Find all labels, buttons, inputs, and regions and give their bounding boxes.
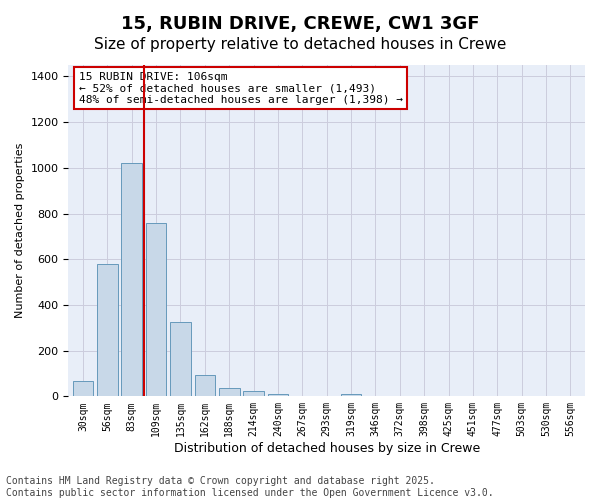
Bar — [146, 222, 166, 396]
Text: Contains HM Land Registry data © Crown copyright and database right 2025.
Contai: Contains HM Land Registry data © Crown c… — [6, 476, 494, 498]
Text: 15, RUBIN DRIVE, CREWE, CW1 3GF: 15, RUBIN DRIVE, CREWE, CW1 3GF — [121, 15, 479, 33]
Bar — [194, 374, 215, 396]
X-axis label: Distribution of detached houses by size in Crewe: Distribution of detached houses by size … — [173, 442, 480, 455]
Bar — [121, 164, 142, 396]
Bar — [170, 322, 191, 396]
Bar — [219, 388, 239, 396]
Text: 15 RUBIN DRIVE: 106sqm
← 52% of detached houses are smaller (1,493)
48% of semi-: 15 RUBIN DRIVE: 106sqm ← 52% of detached… — [79, 72, 403, 105]
Bar — [268, 394, 289, 396]
Bar — [243, 392, 264, 396]
Text: Size of property relative to detached houses in Crewe: Size of property relative to detached ho… — [94, 38, 506, 52]
Y-axis label: Number of detached properties: Number of detached properties — [15, 143, 25, 318]
Bar — [97, 264, 118, 396]
Bar — [341, 394, 361, 396]
Bar — [73, 382, 94, 396]
